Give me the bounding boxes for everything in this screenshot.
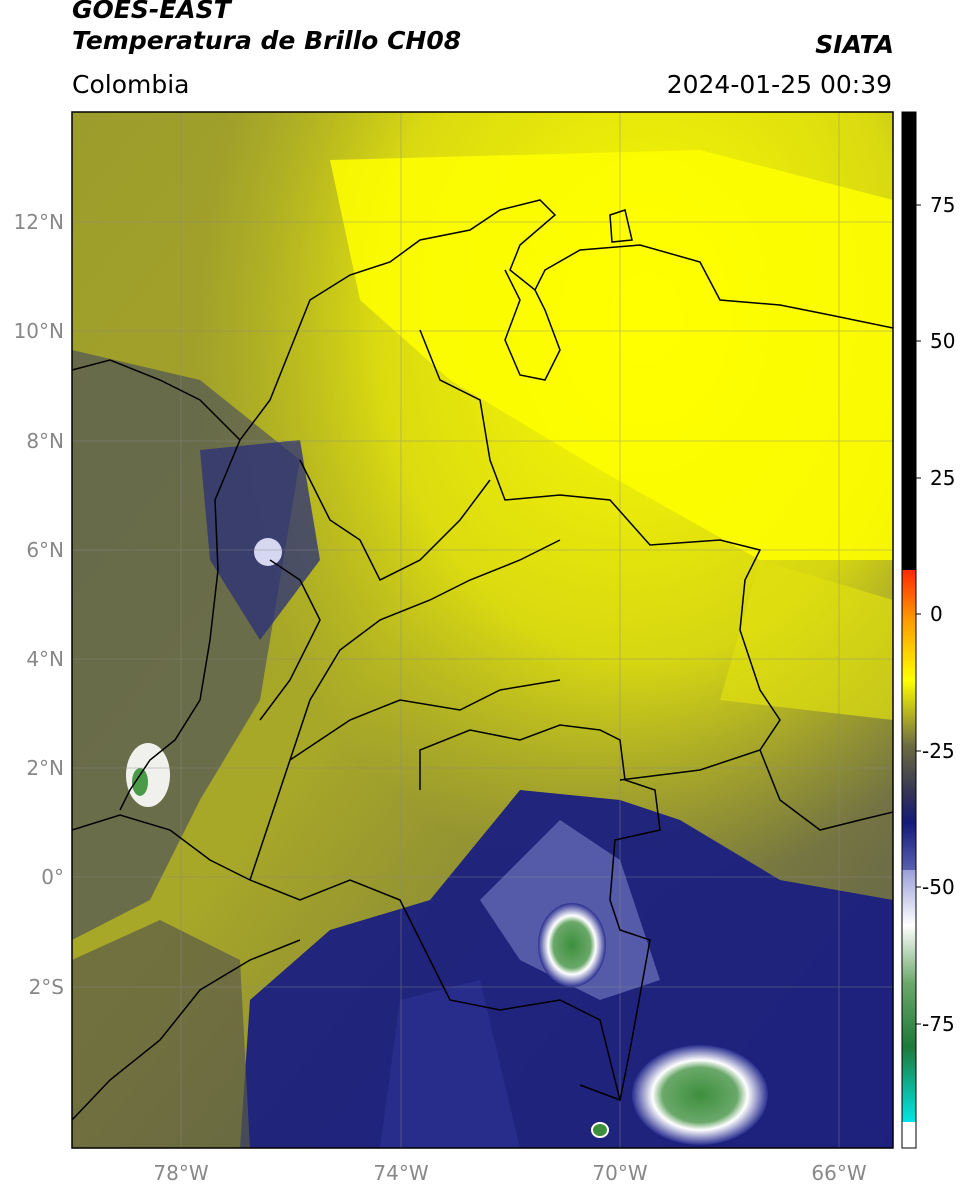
gridlines: [72, 112, 893, 1148]
lat-label: 2°N: [26, 756, 64, 780]
map-frame: [71, 111, 894, 1149]
brand-label: SIATA: [815, 30, 894, 59]
satellite-name: GOES-EAST: [72, 0, 231, 24]
colorbar-cold-segment: [902, 870, 916, 1122]
lat-label: 12°N: [14, 210, 64, 234]
lon-label: 70°W: [592, 1161, 647, 1185]
colorbar-tick-label: 50: [930, 329, 955, 353]
colorbar-warm-segment: [902, 570, 916, 680]
political-borders: [72, 199, 893, 1121]
colorbar-frame: [901, 111, 917, 1149]
timestamp-label: 2024-01-25 00:39: [666, 70, 892, 99]
longitude-labels: 78°W 74°W 70°W 66°W: [153, 1161, 866, 1185]
lon-label: 74°W: [373, 1161, 428, 1185]
colorbar: 75 50 25 0 -25 -50 -75: [901, 111, 955, 1149]
lon-label: 78°W: [153, 1161, 208, 1185]
colorbar-black-segment: [902, 112, 916, 570]
map-title: GOES-EAST Temperatura de Brillo CH08: [72, 0, 461, 57]
region-label: Colombia: [72, 70, 190, 99]
lat-label: 10°N: [14, 319, 64, 343]
lat-label: 8°N: [26, 429, 64, 453]
brightness-temperature-image: [72, 112, 893, 1148]
colorbar-tick-label: 75: [930, 193, 955, 217]
colorbar-mid-segment: [902, 680, 916, 870]
colorbar-white-segment: [902, 1122, 916, 1148]
lat-label: 0°: [41, 865, 64, 889]
colorbar-tick-label: -50: [922, 875, 955, 899]
colorbar-tick-label: 0: [930, 602, 943, 626]
lon-label: 66°W: [811, 1161, 866, 1185]
lat-label: 6°N: [26, 538, 64, 562]
latitude-labels: 12°N 10°N 8°N 6°N 4°N 2°N 0° 2°S: [14, 210, 64, 999]
product-name: Temperatura de Brillo CH08: [72, 26, 462, 56]
colorbar-tick-label: 25: [930, 466, 955, 490]
colorbar-tick-label: -25: [922, 739, 955, 763]
colorbar-tick-label: -75: [922, 1012, 955, 1036]
lat-label: 4°N: [26, 647, 64, 671]
lat-label: 2°S: [29, 975, 64, 999]
